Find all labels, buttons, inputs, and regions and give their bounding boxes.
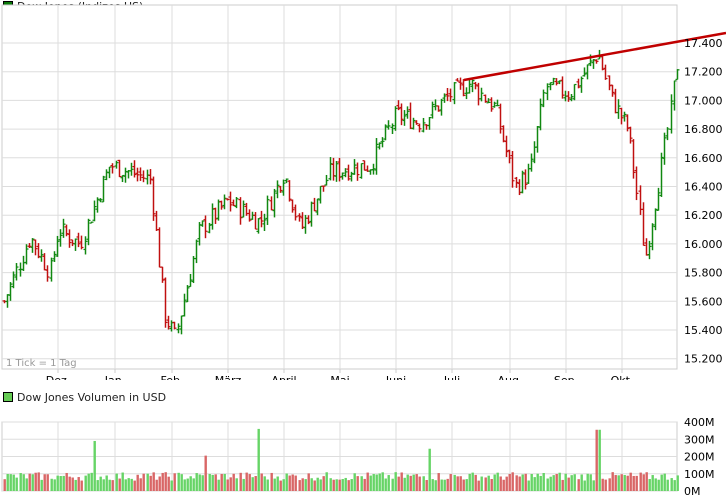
price-tick-label: 17.400: [684, 37, 723, 50]
month-tick-label: Jan.: [104, 374, 125, 380]
price-ohlc-bars: [2, 49, 680, 335]
month-tick-label: März: [215, 374, 242, 380]
price-tick-label: 15.400: [684, 324, 723, 337]
price-axis: 17.400 17.200 17.000 16.800 16.600 16.400 16.2…: [684, 37, 723, 366]
volume-tick-label: 300M: [684, 433, 715, 446]
month-tick-label: April: [271, 374, 296, 380]
price-chart: 17.400 17.200 17.000 16.800 16.600 16.400 16.2…: [1, 4, 726, 380]
price-grid: [1, 4, 678, 373]
volume-tick-label: 100M: [684, 468, 715, 481]
month-tick-label: Juli: [443, 374, 460, 380]
tick-note: 1 Tick = 1 Tag: [6, 358, 77, 369]
month-tick-label: Feb.: [161, 374, 184, 380]
month-tick-label: Aug.: [498, 374, 523, 380]
price-tick-label: 16.800: [684, 123, 723, 136]
price-tick-label: 15.600: [684, 295, 723, 308]
month-tick-label: Juni: [385, 374, 406, 380]
price-tick-label: 16.200: [684, 209, 723, 222]
month-tick-label: Dez.: [46, 374, 71, 380]
volume-legend-swatch: [3, 392, 13, 402]
price-tick-label: 15.800: [684, 267, 723, 280]
month-axis: Dez. Jan. Feb. März April Mai Juni Juli Aug. Sep.…: [46, 374, 634, 380]
volume-legend-label: Dow Jones Volumen in USD: [17, 390, 167, 404]
volume-legend: Dow Jones Volumen in USD: [3, 390, 167, 404]
volume-tick-label: 200M: [684, 451, 715, 464]
price-tick-label: 17.200: [684, 66, 723, 79]
month-tick-label: Mai: [330, 374, 349, 380]
trendline: [463, 31, 726, 82]
volume-chart: 400M 300M 200M 100M 0M: [1, 416, 715, 496]
volume-bars: [3, 428, 679, 491]
volume-tick-label: 400M: [684, 416, 715, 429]
price-tick-label: 17.000: [684, 94, 723, 107]
price-tick-label: 15.200: [684, 353, 723, 366]
price-tick-label: 16.600: [684, 152, 723, 165]
month-tick-label: Sep.: [554, 374, 578, 380]
price-tick-label: 16.400: [684, 181, 723, 194]
volume-tick-label: 0M: [684, 485, 701, 496]
volume-axis: 400M 300M 200M 100M 0M: [684, 416, 715, 496]
price-tick-label: 16.000: [684, 238, 723, 251]
month-tick-label: Okt.: [611, 374, 634, 380]
